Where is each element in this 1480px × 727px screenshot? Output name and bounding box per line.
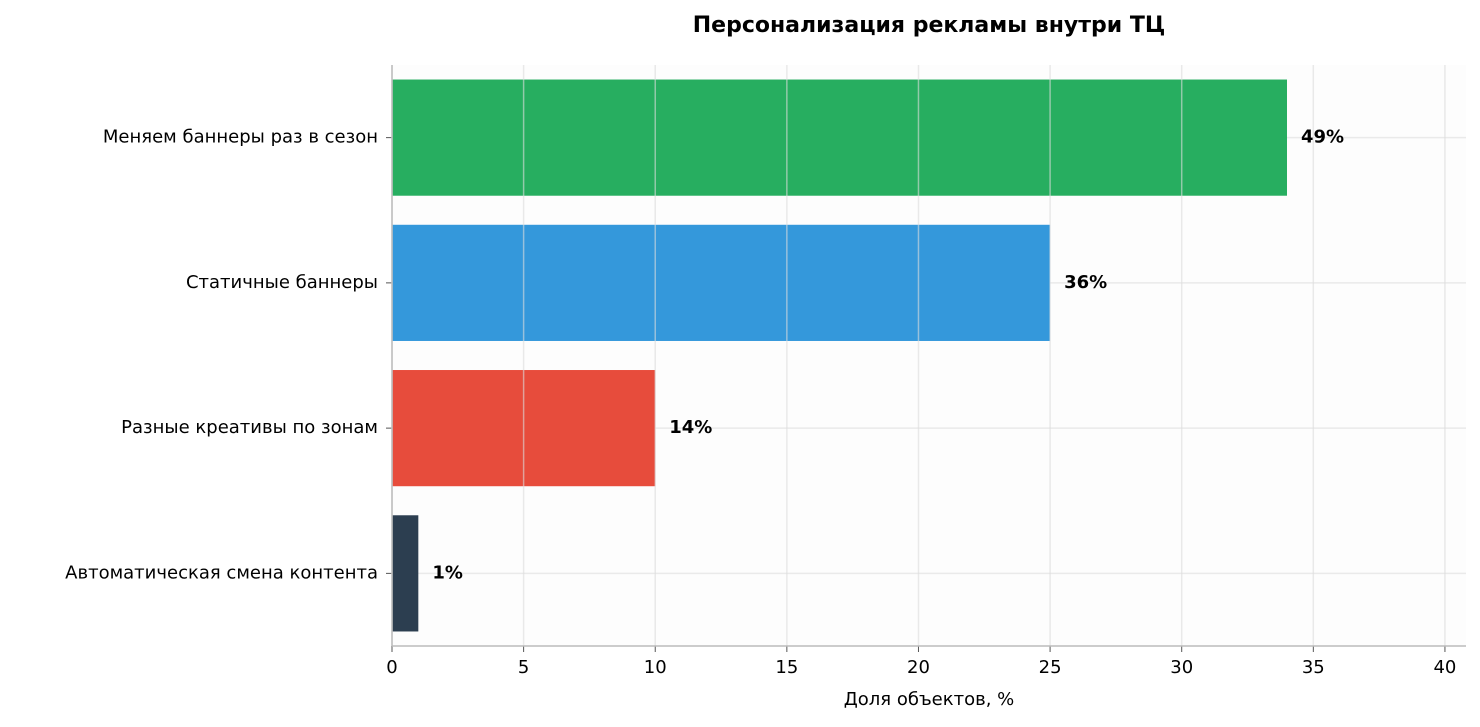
y-tick-label: Меняем баннеры раз в сезон <box>103 127 378 148</box>
x-tick-label: 30 <box>1170 657 1193 678</box>
y-tick-label: Автоматическая смена контента <box>65 562 378 583</box>
bar-annotation: 36% <box>1064 272 1107 293</box>
bar-annotation: 49% <box>1301 127 1344 148</box>
bar <box>392 79 1287 196</box>
x-tick-label: 15 <box>775 657 798 678</box>
chart-title: Персонализация рекламы внутри ТЦ <box>693 13 1166 38</box>
x-tick-label: 0 <box>386 657 397 678</box>
bar-annotation: 1% <box>432 562 463 583</box>
x-axis-label: Доля объектов, % <box>844 689 1015 710</box>
x-tick-label: 40 <box>1433 657 1456 678</box>
bar <box>392 515 419 632</box>
y-tick-label: Статичные баннеры <box>186 272 378 293</box>
x-tick-label: 35 <box>1302 657 1325 678</box>
x-tick-label: 10 <box>644 657 667 678</box>
bar-annotation: 14% <box>669 417 712 438</box>
y-tick-label: Разные креативы по зонам <box>121 417 378 438</box>
bar <box>392 224 1051 341</box>
x-tick-label: 25 <box>1039 657 1062 678</box>
x-tick-label: 5 <box>518 657 529 678</box>
x-tick-label: 20 <box>907 657 930 678</box>
